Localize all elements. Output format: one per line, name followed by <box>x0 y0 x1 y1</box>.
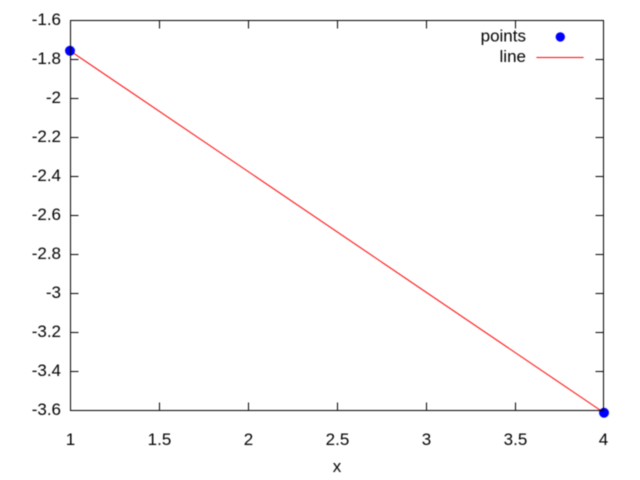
svg-text:1: 1 <box>66 430 75 449</box>
svg-text:-1.8: -1.8 <box>32 49 61 68</box>
svg-text:-2.4: -2.4 <box>32 166 61 185</box>
svg-text:-3.4: -3.4 <box>32 361 61 380</box>
svg-text:line: line <box>500 47 526 66</box>
svg-text:x: x <box>333 457 342 476</box>
svg-text:2.5: 2.5 <box>326 430 350 449</box>
svg-text:points: points <box>481 26 526 45</box>
svg-text:-3: -3 <box>46 283 61 302</box>
svg-text:2: 2 <box>244 430 253 449</box>
svg-text:4: 4 <box>599 430 608 449</box>
svg-text:3.5: 3.5 <box>504 430 528 449</box>
svg-text:-2: -2 <box>46 88 61 107</box>
svg-text:-2.6: -2.6 <box>32 205 61 224</box>
svg-text:-2.8: -2.8 <box>32 244 61 263</box>
svg-text:1.5: 1.5 <box>148 430 172 449</box>
svg-text:-3.2: -3.2 <box>32 322 61 341</box>
svg-text:-2.2: -2.2 <box>32 127 61 146</box>
svg-text:-3.6: -3.6 <box>32 400 61 419</box>
svg-text:-1.6: -1.6 <box>32 10 61 29</box>
svg-text:3: 3 <box>422 430 431 449</box>
